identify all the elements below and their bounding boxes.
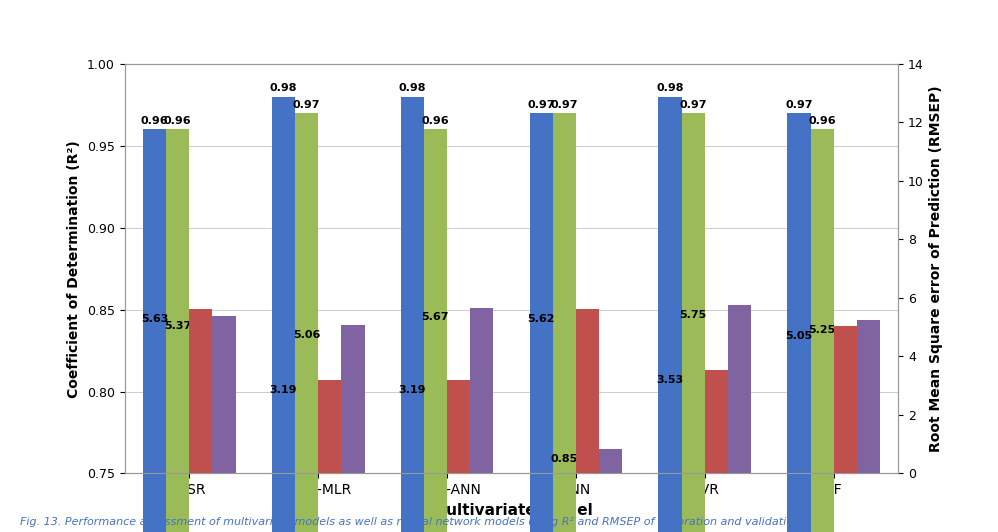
Bar [470, 307, 493, 473]
Bar [728, 305, 751, 473]
Bar [810, 129, 833, 532]
Bar [530, 113, 553, 532]
Text: 3.19: 3.19 [269, 385, 297, 395]
Text: 3.53: 3.53 [657, 375, 684, 385]
Text: 0.97: 0.97 [785, 99, 812, 110]
Bar [318, 380, 341, 473]
Text: 5.67: 5.67 [422, 312, 449, 322]
Text: 0.96: 0.96 [164, 116, 192, 126]
Bar [833, 326, 857, 473]
Bar [447, 380, 470, 473]
Bar [295, 113, 318, 532]
Bar [143, 129, 166, 532]
Bar [213, 317, 236, 473]
Bar [553, 113, 576, 532]
Y-axis label: Coefficient of Determination (R²): Coefficient of Determination (R²) [68, 140, 82, 397]
Text: 0.98: 0.98 [657, 84, 684, 93]
Text: 3.19: 3.19 [398, 385, 426, 395]
Text: 0.96: 0.96 [421, 116, 449, 126]
Bar [599, 448, 623, 473]
Text: 5.75: 5.75 [680, 310, 707, 320]
Text: 5.05: 5.05 [785, 330, 812, 340]
Bar [190, 309, 213, 473]
Text: 0.98: 0.98 [398, 84, 426, 93]
Bar [787, 113, 810, 532]
Text: 0.97: 0.97 [680, 99, 707, 110]
Bar [682, 113, 705, 532]
Text: 0.96: 0.96 [141, 116, 169, 126]
Bar [659, 97, 682, 532]
Text: 5.06: 5.06 [292, 330, 320, 340]
Text: Fig. 13. Performance assessment of multivariate models as well as neural network: Fig. 13. Performance assessment of multi… [20, 517, 803, 527]
Text: 0.85: 0.85 [551, 453, 578, 463]
Bar [857, 320, 880, 473]
Text: 0.96: 0.96 [808, 116, 836, 126]
Text: 0.97: 0.97 [292, 99, 320, 110]
Bar [166, 129, 190, 532]
Bar [705, 370, 728, 473]
Text: 0.97: 0.97 [551, 99, 578, 110]
Text: 5.25: 5.25 [808, 325, 835, 335]
Bar [576, 309, 599, 473]
Y-axis label: Root Mean Square error of Prediction (RMSEP): Root Mean Square error of Prediction (RM… [929, 85, 943, 452]
Bar [400, 97, 424, 532]
Bar [341, 326, 364, 473]
Text: 5.62: 5.62 [527, 314, 555, 324]
X-axis label: Multivariate Model: Multivariate Model [430, 503, 593, 518]
Text: 5.63: 5.63 [141, 314, 168, 323]
Bar [424, 129, 447, 532]
Text: 5.37: 5.37 [164, 321, 192, 331]
Bar [271, 97, 295, 532]
Text: 0.97: 0.97 [527, 99, 555, 110]
Text: 0.98: 0.98 [269, 84, 297, 93]
